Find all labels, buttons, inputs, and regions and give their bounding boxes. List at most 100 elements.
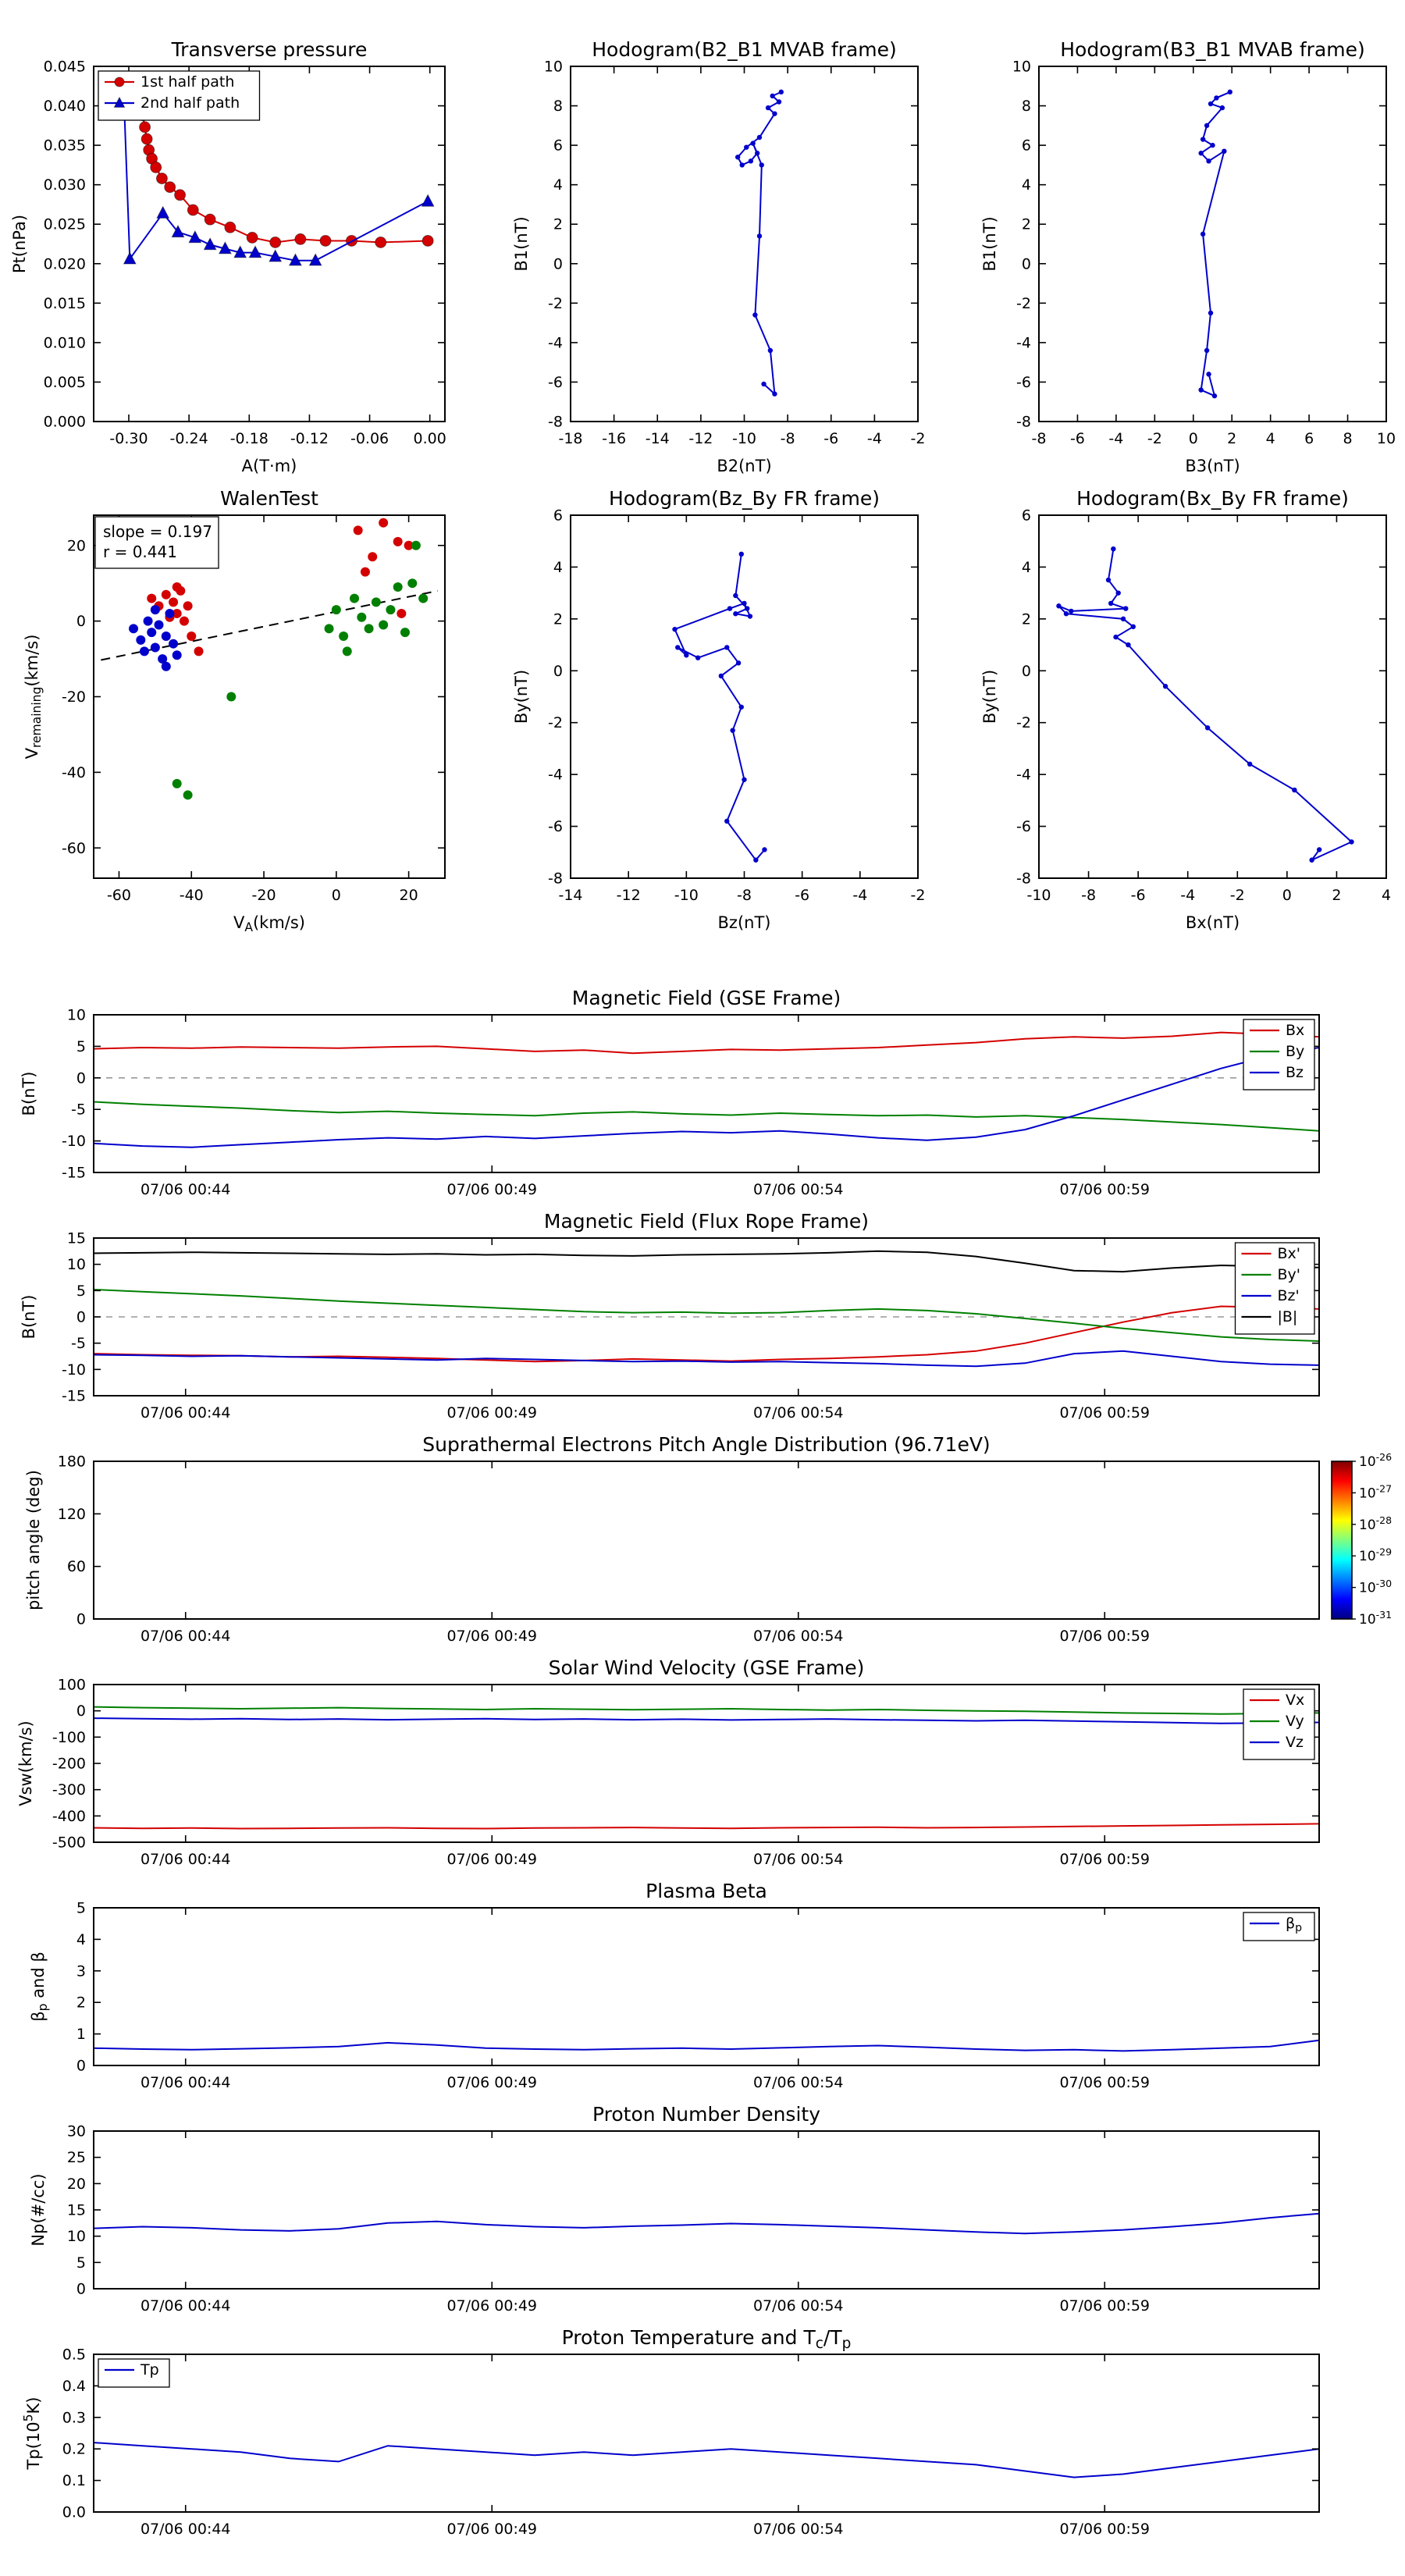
- axes-frame: [93, 66, 446, 422]
- y-tick-label: 0: [76, 1069, 86, 1087]
- series-Np: [93, 2212, 1320, 2235]
- y-tick-label: 4: [553, 559, 563, 576]
- x-tick-label: -0.30: [109, 430, 148, 447]
- y-tick-label: -6: [1016, 374, 1031, 391]
- legend-label: 1st half path: [140, 73, 234, 91]
- y-tick-label: 20: [67, 537, 86, 554]
- x-tick-label: -40: [180, 887, 204, 904]
- y-tick-label: -10: [62, 1133, 86, 1150]
- x-axis-label: A(T·m): [242, 457, 297, 475]
- y-tick-label: -200: [52, 1756, 86, 1773]
- axes-frame: [93, 1907, 1320, 2066]
- x-tick-label: -14: [646, 430, 670, 447]
- y-tick-label: 0: [76, 1611, 86, 1628]
- y-tick-label: -2: [1016, 714, 1031, 731]
- chart-title: Magnetic Field (GSE Frame): [572, 987, 841, 1009]
- chart-title: Hodogram(Bx_By FR frame): [1076, 487, 1349, 510]
- y-tick-label: 5: [76, 1038, 86, 1055]
- x-tick-label: -10: [732, 430, 756, 447]
- x-tick-label: -8: [1081, 887, 1096, 904]
- axes-frame: [1038, 66, 1387, 422]
- y-tick-label: 0.1: [62, 2472, 86, 2489]
- axes-frame: [93, 1014, 1320, 1173]
- annotation-box: [94, 516, 219, 569]
- y-tick-label: 6: [1022, 137, 1031, 155]
- legend-box: [1243, 1912, 1315, 1941]
- y-tick-label: -6: [548, 374, 563, 391]
- x-axis-label: VA(km/s): [233, 913, 305, 934]
- x-tick-label: -10: [1026, 887, 1051, 904]
- panel-hodogram-bx-by: -10 -8 -6 -4 -2 0 2 4-8-6-4-20246Hodogram(Bx_By…: [980, 487, 1391, 932]
- y-axis-label: By(nT): [512, 670, 531, 724]
- chart-title: Proton Temperature and Tc/Tp: [562, 2326, 852, 2352]
- y-tick-label: 8: [1022, 98, 1031, 115]
- y-axis-label: B1(nT): [512, 216, 531, 271]
- y-tick-label: -15: [62, 1165, 86, 1182]
- x-tick-label: 07/06 00:54: [753, 1851, 844, 1868]
- y-tick-label: -8: [1016, 414, 1031, 431]
- x-axis-label: Bx(nT): [1186, 913, 1240, 932]
- y-tick-label: -10: [62, 1361, 86, 1379]
- y-tick-label: -4: [548, 334, 563, 351]
- x-tick-label: -0.12: [290, 430, 329, 447]
- x-tick-label: 4: [1382, 887, 1391, 904]
- legend-label: By': [1278, 1266, 1301, 1283]
- panel-hodogram-bz-by: -14 -12 -10 -8 -6 -4 -2 -8 -6 -4 -2 0 2 4 6 Hodogram(Bz…: [512, 487, 925, 932]
- y-tick-label: 0.035: [44, 137, 86, 155]
- y-tick-label: 10: [67, 1007, 86, 1024]
- series-By': [93, 1289, 1320, 1342]
- x-tick-label: 07/06 00:44: [140, 1181, 231, 1198]
- x-axis-label: Bz(nT): [718, 913, 771, 932]
- y-tick-label: -2: [548, 714, 563, 731]
- colorbar-label: 10-27: [1359, 1483, 1392, 1502]
- y-tick-label: 10: [67, 2228, 86, 2245]
- colorbar-label: 10-29: [1359, 1546, 1392, 1564]
- x-tick-label: 0: [1282, 887, 1292, 904]
- y-tick-label: -2: [1016, 295, 1031, 312]
- colorbar-label: 10-28: [1359, 1514, 1392, 1533]
- x-tick-label: -4: [852, 887, 867, 904]
- y-axis-label: Vremaining(km/s): [23, 635, 44, 760]
- axes-frame: [1038, 514, 1387, 879]
- y-tick-label: 30: [67, 2123, 86, 2140]
- series-fit line: [101, 589, 438, 661]
- y-tick-label: -4: [1016, 334, 1031, 351]
- y-tick-label: 10: [544, 59, 563, 76]
- x-tick-label: 07/06 00:59: [1059, 1404, 1150, 1421]
- y-axis-label: B(nT): [20, 1295, 38, 1340]
- x-tick-label: -6: [1131, 887, 1146, 904]
- y-tick-label: 4: [1022, 176, 1031, 194]
- colorbar-label: 10-31: [1359, 1609, 1392, 1628]
- series-Vy: [93, 1706, 1320, 1715]
- x-tick-label: 6: [1304, 430, 1314, 447]
- x-tick-label: -0.18: [230, 430, 269, 447]
- panel-magnetic-field-gse: 07/06 00:44 07/06 00:49 07/06 00:54 07/06 0…: [20, 987, 1320, 1198]
- series-1st half path: [130, 89, 429, 244]
- chart-title: Plasma Beta: [646, 1880, 767, 1902]
- colorbar-label: 10-30: [1359, 1578, 1392, 1596]
- y-tick-label: 0: [1022, 663, 1031, 680]
- y-tick-label: -15: [62, 1388, 86, 1405]
- y-tick-label: -6: [548, 818, 563, 835]
- x-tick-label: 07/06 00:49: [446, 1628, 537, 1645]
- x-tick-label: 07/06 00:59: [1059, 1851, 1150, 1868]
- y-tick-label: 0: [76, 2281, 86, 2298]
- series-Bz': [93, 1350, 1320, 1368]
- y-tick-label: -8: [1016, 870, 1031, 888]
- legend-label: Vx: [1286, 1692, 1304, 1709]
- x-tick-label: 07/06 00:44: [140, 1628, 231, 1645]
- y-tick-label: -300: [52, 1781, 86, 1799]
- y-axis-label: pitch angle (deg): [24, 1470, 43, 1610]
- y-tick-label: 0.015: [44, 295, 86, 312]
- y-tick-label: -60: [62, 840, 86, 857]
- y-tick-label: 0.3: [62, 2409, 86, 2426]
- y-tick-label: 0: [76, 613, 86, 630]
- legend-label: Tp: [140, 2361, 159, 2379]
- x-tick-label: 07/06 00:49: [446, 2521, 537, 2538]
- y-tick-label: 0.2: [62, 2441, 86, 2458]
- y-tick-label: 0: [553, 663, 563, 680]
- x-tick-label: -18: [558, 430, 582, 447]
- y-axis-label: B1(nT): [980, 216, 999, 271]
- x-tick-label: 20: [400, 887, 418, 904]
